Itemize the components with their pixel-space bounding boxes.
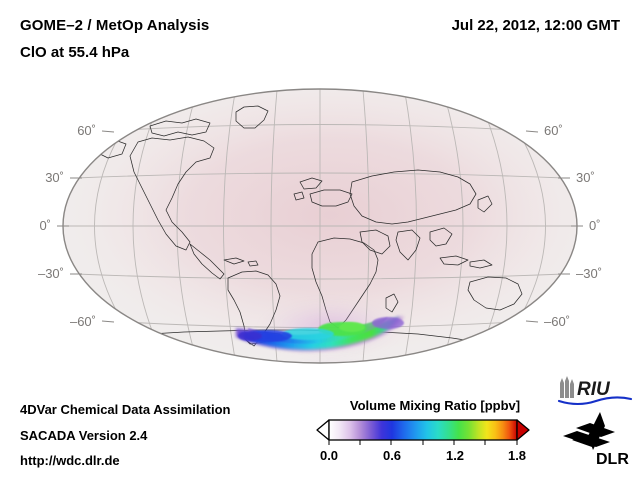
latitude-ticks [57, 130, 583, 323]
dlr-logo: DLR [560, 410, 634, 468]
cb-tick-1: 0.6 [382, 448, 402, 463]
lat-label-left-m60: –60˚ [70, 314, 96, 329]
riu-logo: RIU [556, 374, 634, 408]
lat-label-left-60: 60˚ [77, 123, 96, 138]
lat-label-right-60: 60˚ [544, 123, 563, 138]
lat-label-left-0: 0˚ [39, 218, 51, 233]
page-title: GOME–2 / MetOp Analysis [20, 17, 210, 34]
dlr-mark-icon [563, 412, 615, 450]
lat-label-right-0: 0˚ [589, 218, 601, 233]
world-map: 60˚ 30˚ 0˚ –30˚ –60˚ 60˚ 30˚ 0˚ –30˚ –60… [38, 88, 602, 364]
footer-line-assimilation: 4DVar Chemical Data Assimilation [20, 402, 231, 417]
colorbar-title: Volume Mixing Ratio [ppbv] [349, 398, 521, 413]
colorbar-gradient [328, 419, 518, 441]
riu-wave-icon [557, 396, 633, 406]
colorbar-tick-labels: 0.0 0.6 1.2 1.8 [316, 448, 530, 466]
footer-line-url[interactable]: http://wdc.dlr.de [20, 453, 120, 468]
riu-tower-icon [560, 376, 574, 398]
lat-label-left-m30: –30˚ [38, 266, 64, 281]
footer-line-version: SACADA Version 2.4 [20, 428, 148, 443]
lat-label-right-m60: –60˚ [544, 314, 570, 329]
colorbar-left-arrow [316, 419, 330, 441]
cb-tick-3: 1.8 [507, 448, 527, 463]
timestamp: Jul 22, 2012, 12:00 GMT [451, 17, 620, 34]
colorbar [316, 418, 530, 446]
lat-label-left-30: 30˚ [45, 170, 64, 185]
clo-plume [236, 298, 429, 363]
colorbar-ticks [328, 440, 518, 445]
latitude-labels: 60˚ 30˚ 0˚ –30˚ –60˚ 60˚ 30˚ 0˚ –30˚ –60… [38, 123, 602, 329]
cb-tick-2: 1.2 [445, 448, 465, 463]
lat-label-right-m30: –30˚ [576, 266, 602, 281]
riu-wordmark: RIU [577, 379, 611, 400]
colorbar-right-arrow [516, 419, 530, 441]
map-panel: 60˚ 30˚ 0˚ –30˚ –60˚ 60˚ 30˚ 0˚ –30˚ –60… [0, 82, 640, 382]
page-subtitle: ClO at 55.4 hPa [20, 44, 130, 61]
cb-tick-0: 0.0 [319, 448, 339, 463]
lat-label-right-30: 30˚ [576, 170, 595, 185]
dlr-wordmark: DLR [596, 451, 629, 468]
